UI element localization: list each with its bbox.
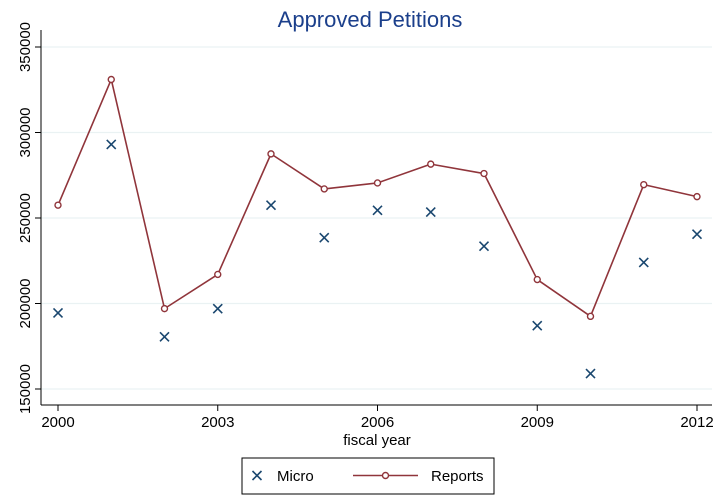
- legend-label-reports: Reports: [431, 468, 484, 485]
- point-reports: [533, 275, 541, 284]
- point-reports: [54, 201, 62, 209]
- x-tick-label: 2009: [521, 414, 554, 431]
- y-tick-label: 300000: [17, 107, 34, 157]
- point-micro: [372, 205, 383, 216]
- legend-item-micro: Micro: [251, 468, 314, 485]
- x-tick-label: 2006: [361, 414, 394, 431]
- x-tick-label: 2003: [201, 414, 234, 431]
- x-tick-label: 2000: [41, 414, 74, 431]
- chart-title: Approved Petitions: [278, 7, 463, 32]
- y-tick-label: 350000: [17, 22, 34, 72]
- y-tick-label: 200000: [17, 278, 34, 328]
- point-micro: [532, 320, 543, 331]
- point-reports: [480, 169, 488, 178]
- y-tick-label: 150000: [17, 364, 34, 414]
- point-micro: [638, 257, 649, 268]
- point-micro: [52, 307, 64, 318]
- point-micro: [265, 200, 277, 211]
- ticks: 150000 200000 250000 300000 350000 2000 2003 20…: [17, 22, 714, 431]
- legend-x-marker-icon-b: [251, 470, 263, 481]
- point-micro: [425, 206, 436, 218]
- point-micro: [585, 368, 596, 379]
- point-micro: [212, 303, 223, 314]
- point-micro: [691, 229, 703, 240]
- x-axis-label: fiscal year: [343, 432, 411, 449]
- y-tick-label: 250000: [17, 193, 34, 243]
- grid: [41, 46, 712, 390]
- point-reports: [373, 179, 382, 187]
- point-reports: [320, 185, 328, 193]
- point-micro: [478, 241, 490, 252]
- legend: Micro Reports: [241, 457, 495, 495]
- point-reports: [586, 312, 595, 321]
- x-tick-label: 2012: [680, 414, 713, 431]
- point-reports: [267, 150, 275, 158]
- legend-circle-marker-icon: [381, 471, 390, 480]
- point-reports: [640, 180, 648, 189]
- series: [52, 75, 703, 379]
- point-micro: [319, 232, 330, 243]
- point-reports: [160, 304, 169, 313]
- point-reports: [693, 192, 701, 201]
- legend-item-reports: Reports: [353, 468, 484, 485]
- legend-label-micro: Micro: [277, 468, 314, 485]
- point-reports: [427, 160, 435, 168]
- point-micro: [159, 331, 170, 342]
- point-micro: [106, 139, 117, 150]
- point-reports: [214, 270, 222, 279]
- point-reports: [107, 75, 115, 84]
